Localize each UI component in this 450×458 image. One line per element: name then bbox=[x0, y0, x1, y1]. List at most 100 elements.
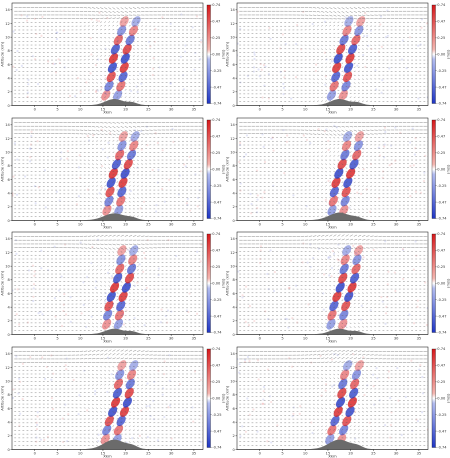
wind-vector bbox=[333, 14, 337, 17]
field-speckle bbox=[160, 187, 164, 190]
terrain bbox=[237, 99, 428, 106]
wind-vector bbox=[128, 17, 133, 19]
field-speckle bbox=[419, 191, 423, 194]
wind-vector bbox=[337, 25, 340, 27]
wind-vector bbox=[108, 17, 112, 19]
field-speckle bbox=[382, 155, 386, 158]
wind-vector bbox=[329, 28, 331, 31]
field-speckle bbox=[377, 146, 380, 149]
wind-vector bbox=[108, 125, 112, 128]
wind-vector bbox=[316, 166, 319, 168]
wind-vector bbox=[128, 59, 131, 61]
wind-vector bbox=[333, 59, 336, 61]
x-tick-label: 5 bbox=[56, 222, 58, 226]
wind-vector bbox=[112, 41, 115, 43]
x-tick-label: 0 bbox=[259, 108, 262, 112]
wind-vector bbox=[337, 184, 340, 186]
field-speckle bbox=[191, 26, 194, 29]
wind-vector bbox=[137, 125, 141, 127]
wind-vector bbox=[329, 7, 333, 10]
wind-vector bbox=[353, 96, 356, 98]
field-speckle bbox=[282, 82, 285, 85]
wind-vector bbox=[108, 133, 112, 135]
field-cell bbox=[346, 167, 356, 179]
y-tick-label: 4 bbox=[233, 76, 236, 80]
wind-vector bbox=[329, 96, 331, 98]
field-cell bbox=[345, 53, 355, 64]
y-tick-label: 2 bbox=[233, 90, 235, 94]
field-speckle bbox=[237, 54, 239, 57]
wind-vector bbox=[316, 11, 321, 13]
field-speckle bbox=[77, 165, 80, 168]
wind-vector bbox=[104, 11, 108, 13]
field-speckle bbox=[100, 164, 104, 167]
wind-vector bbox=[337, 166, 340, 169]
field-speckle bbox=[29, 155, 32, 158]
x-tick-label: 5 bbox=[281, 108, 283, 112]
wind-vector bbox=[112, 184, 115, 186]
field-cell bbox=[101, 89, 111, 101]
wind-vector bbox=[96, 125, 100, 128]
field-speckle bbox=[399, 131, 402, 134]
wind-vector bbox=[353, 188, 356, 190]
colorbar-tick-label: -0.25 bbox=[212, 183, 221, 187]
wind-vector bbox=[132, 41, 135, 43]
field-speckle bbox=[139, 72, 142, 75]
wind-vector bbox=[100, 166, 102, 168]
x-tick-label: 5 bbox=[56, 108, 58, 112]
wind-vector bbox=[108, 48, 111, 50]
wind-vector bbox=[96, 166, 98, 168]
wind-vector bbox=[132, 25, 135, 27]
field-speckle bbox=[272, 148, 275, 152]
wind-vector bbox=[353, 204, 356, 206]
wind-vector bbox=[83, 125, 88, 127]
wind-vector bbox=[341, 181, 344, 183]
wind-vector bbox=[132, 44, 135, 46]
wind-vector bbox=[120, 177, 123, 179]
field-speckle bbox=[89, 72, 92, 75]
field-cell bbox=[331, 176, 341, 188]
field-speckle bbox=[105, 92, 108, 96]
wind-vector bbox=[128, 82, 131, 84]
wind-vector bbox=[104, 25, 106, 27]
field-speckle bbox=[423, 171, 426, 174]
panel-svg: 0 5 10 15 20 25 30 35 0 2 4 6 8 10 12 14 Xkm Altitude (km… bbox=[0, 117, 226, 229]
field-speckle bbox=[269, 37, 272, 40]
wind-vector bbox=[341, 48, 344, 50]
field-speckle bbox=[260, 68, 263, 71]
wind-vector bbox=[325, 86, 327, 88]
wind-vector bbox=[120, 159, 123, 161]
wind-vector bbox=[96, 143, 98, 145]
wind-vector bbox=[345, 86, 348, 88]
field-speckle bbox=[426, 96, 428, 99]
wind-vector bbox=[112, 74, 115, 77]
field-speckle bbox=[422, 179, 426, 182]
field-speckle bbox=[244, 152, 248, 155]
field-speckle bbox=[419, 43, 422, 46]
wind-vector bbox=[100, 93, 102, 95]
y-tick-label: 12 bbox=[5, 22, 10, 26]
wind-vector bbox=[141, 133, 145, 134]
wind-vector bbox=[341, 62, 344, 64]
wind-vector bbox=[108, 11, 112, 13]
wind-vector bbox=[145, 129, 149, 131]
wind-vector bbox=[108, 37, 111, 39]
wind-vector bbox=[337, 188, 340, 190]
wind-vectors bbox=[239, 7, 428, 102]
wind-vector bbox=[116, 147, 119, 149]
field-speckle bbox=[152, 67, 155, 70]
field-speckle bbox=[324, 83, 327, 86]
wind-vector bbox=[321, 11, 325, 13]
wind-vector bbox=[112, 204, 115, 206]
x-axis-label: Xkm bbox=[328, 110, 337, 115]
wind-vector bbox=[325, 184, 327, 186]
field-speckle bbox=[20, 64, 23, 67]
wind-vector bbox=[333, 166, 336, 169]
field-cell bbox=[117, 25, 127, 36]
wind-vector bbox=[108, 121, 112, 123]
wind-vector bbox=[329, 200, 331, 202]
wind-vector bbox=[112, 62, 115, 64]
field-speckle bbox=[178, 173, 181, 177]
chart-panel: 0 5 10 15 20 25 30 35 0 2 4 6 8 10 12 14 Xkm Altitude (km… bbox=[225, 115, 450, 229]
wind-vector bbox=[87, 7, 92, 9]
